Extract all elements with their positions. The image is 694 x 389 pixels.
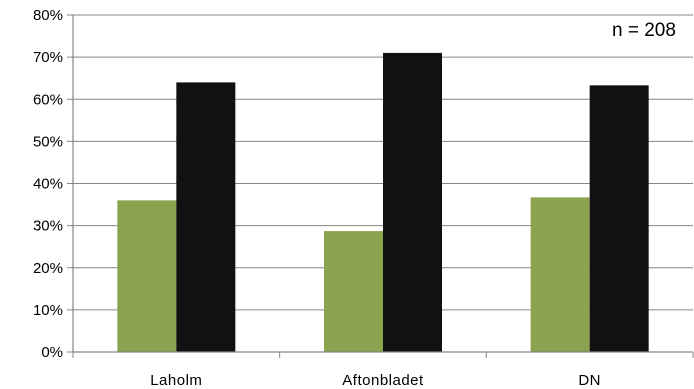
y-tick-labels: 0% 10% 20% 30% 40% 50% 60% 70% 80% (33, 7, 63, 361)
axes (67, 14, 693, 353)
bar-series1-laholm (117, 200, 177, 352)
bars (117, 52, 649, 353)
y-tick-label: 70% (33, 49, 63, 66)
category-label: Aftonbladet (342, 372, 424, 389)
y-tick-label: 80% (33, 7, 63, 24)
bar-series2-dn (589, 85, 649, 352)
category-labels: Laholm Aftonbladet DN (150, 372, 601, 389)
category-label: DN (578, 372, 601, 389)
category-label: Laholm (150, 372, 202, 389)
y-tick-label: 0% (41, 344, 63, 361)
sample-size-annotation: n = 208 (612, 20, 676, 41)
x-tick-marks (72, 352, 694, 358)
bar-series2-aftonbladet (383, 52, 442, 352)
y-tick-label: 50% (33, 133, 63, 150)
bar-series1-dn (530, 197, 590, 352)
y-tick-label: 30% (33, 218, 63, 235)
y-tick-label: 20% (33, 260, 63, 277)
bar-series2-laholm (176, 82, 236, 353)
y-tick-label: 40% (33, 176, 63, 193)
bar-series1-aftonbladet (324, 231, 383, 352)
y-tick-label: 60% (33, 91, 63, 108)
y-tick-label: 10% (33, 302, 63, 319)
